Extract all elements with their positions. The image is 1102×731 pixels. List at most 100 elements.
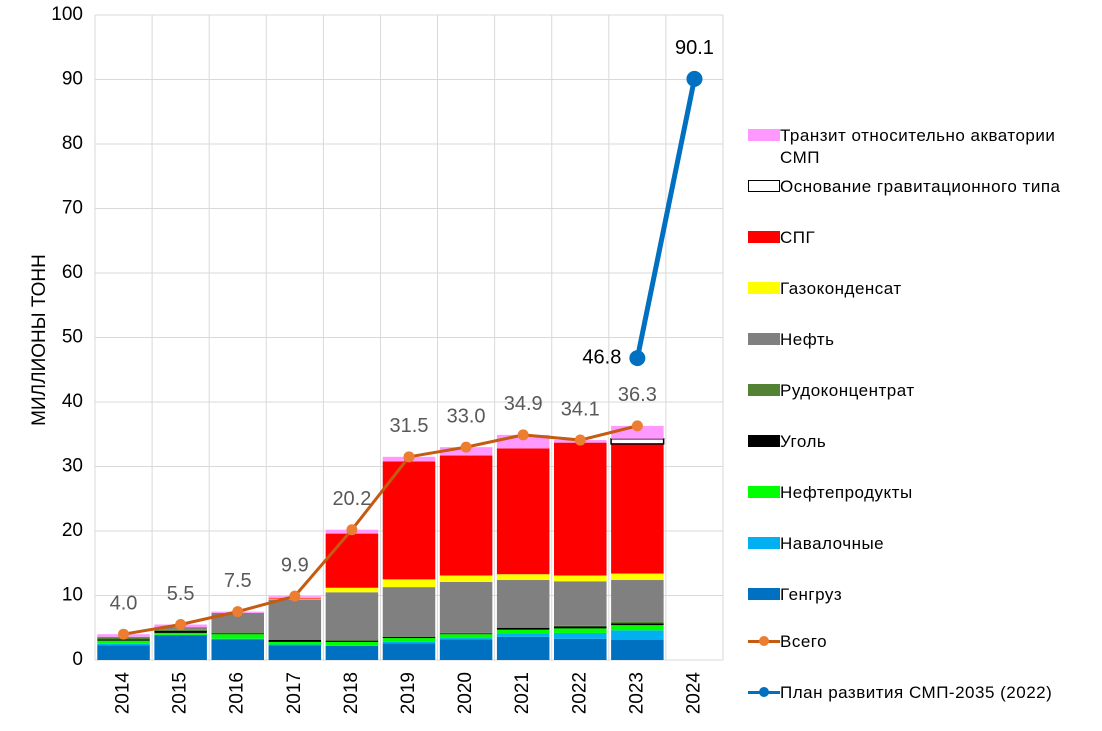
legend-item: Нефть — [748, 329, 1088, 351]
y-tick-label: 90 — [62, 69, 83, 90]
legend-item: План развития СМП-2035 (2022) — [748, 682, 1088, 704]
bar-segment — [325, 592, 379, 641]
bar-segment — [211, 633, 264, 635]
bar-segment — [268, 641, 322, 645]
y-tick-label: 40 — [62, 391, 83, 412]
bar-segment — [382, 643, 436, 660]
legend-swatch — [748, 333, 780, 345]
bar-segment — [211, 639, 264, 660]
data-label: 31.5 — [390, 415, 429, 437]
legend-swatch — [748, 682, 780, 702]
x-tick-label: 2018 — [341, 672, 362, 714]
bar-segment — [439, 639, 493, 660]
legend-swatch — [748, 384, 780, 396]
bar-segment — [496, 636, 550, 660]
bar-segment — [554, 625, 607, 627]
y-tick-label: 10 — [62, 585, 83, 606]
x-tick-label: 2021 — [512, 672, 533, 714]
bar-segment — [439, 575, 493, 582]
bar-segment — [611, 573, 664, 581]
legend-item: Нефтепродукты — [748, 482, 1088, 504]
bar-segment — [325, 640, 379, 641]
bar-segment — [268, 644, 322, 646]
x-tick-label: 2020 — [455, 672, 476, 714]
data-label: 20.2 — [332, 488, 371, 510]
bar-segment — [211, 632, 264, 634]
line — [123, 424, 638, 636]
legend-label: Газоконденсат — [780, 279, 902, 298]
bar-segment — [554, 581, 607, 626]
line-marker — [631, 420, 643, 432]
bar-segment — [268, 639, 322, 641]
bar-segment — [211, 638, 264, 640]
line-marker — [346, 524, 358, 536]
bar-segment — [611, 640, 664, 660]
bar-segment — [610, 438, 665, 445]
bar-segment — [154, 629, 207, 631]
y-tick-label: 50 — [62, 327, 83, 348]
bar-segment — [496, 580, 550, 628]
y-tick-label: 100 — [51, 4, 83, 25]
legend-label: Транзит относительно акватории СМП — [780, 126, 1056, 167]
legend-label: Основание гравитационного типа — [780, 177, 1061, 196]
legend-swatch — [748, 180, 780, 192]
bar-segment — [97, 643, 150, 646]
legend-label: План развития СМП-2035 (2022) — [780, 683, 1053, 702]
legend-label: Нефть — [780, 330, 835, 349]
bar-segment — [554, 575, 607, 582]
bar-segment — [154, 634, 207, 636]
data-label: 5.5 — [167, 583, 195, 605]
legend-label: СПГ — [780, 228, 816, 247]
y-tick-label: 30 — [62, 456, 83, 477]
bar-segment — [554, 442, 607, 576]
x-tick-label: 2019 — [398, 672, 419, 714]
bar-segment — [611, 625, 664, 631]
bar-segment — [439, 632, 493, 634]
x-tick-label: 2015 — [170, 672, 191, 714]
legend-item: Всего — [748, 631, 1088, 653]
bar-segment — [496, 627, 550, 630]
legend-item: Основание гравитационного типа — [748, 176, 1088, 198]
bar-segment — [496, 629, 550, 634]
bar-segment — [554, 628, 607, 633]
legend-label: Уголь — [780, 432, 827, 451]
data-label: 34.1 — [561, 398, 600, 420]
bar-segment — [496, 448, 550, 575]
bar-segment — [325, 533, 379, 588]
bar-segment — [97, 639, 150, 641]
legend-label: Генгруз — [780, 585, 843, 604]
bar-segment — [611, 630, 664, 641]
data-label: 9.9 — [281, 554, 309, 576]
legend-marker — [759, 687, 769, 697]
legend-swatch — [748, 588, 780, 600]
bar-segment — [382, 636, 436, 639]
line-marker — [574, 434, 586, 446]
legend-label: Навалочные — [780, 534, 885, 553]
legend-swatch — [748, 537, 780, 549]
bar-segment — [382, 587, 436, 637]
bar-segment — [611, 580, 664, 622]
bar-segment — [268, 645, 322, 660]
bar-segment — [554, 626, 607, 629]
legend-label: Всего — [780, 632, 828, 651]
bar-segment — [268, 599, 322, 640]
line-marker — [629, 350, 646, 367]
bar-segment — [439, 638, 493, 640]
bar-segment — [154, 632, 207, 635]
legend-swatch — [748, 231, 780, 243]
x-tick-label: 2016 — [227, 672, 248, 714]
bar-segment — [154, 635, 207, 660]
bar-segment — [496, 627, 550, 628]
y-tick-label: 80 — [62, 133, 83, 154]
x-tick-label: 2024 — [683, 672, 704, 715]
line-marker — [686, 70, 703, 87]
legend-marker — [759, 636, 769, 646]
legend-item: СПГ — [748, 227, 1088, 249]
bar-segment — [325, 640, 379, 642]
data-label: 90.1 — [675, 37, 714, 59]
bar-segment — [382, 638, 436, 642]
y-tick-label: 70 — [62, 198, 83, 219]
bar-segment — [382, 636, 436, 637]
legend-item: Генгруз — [748, 584, 1088, 606]
